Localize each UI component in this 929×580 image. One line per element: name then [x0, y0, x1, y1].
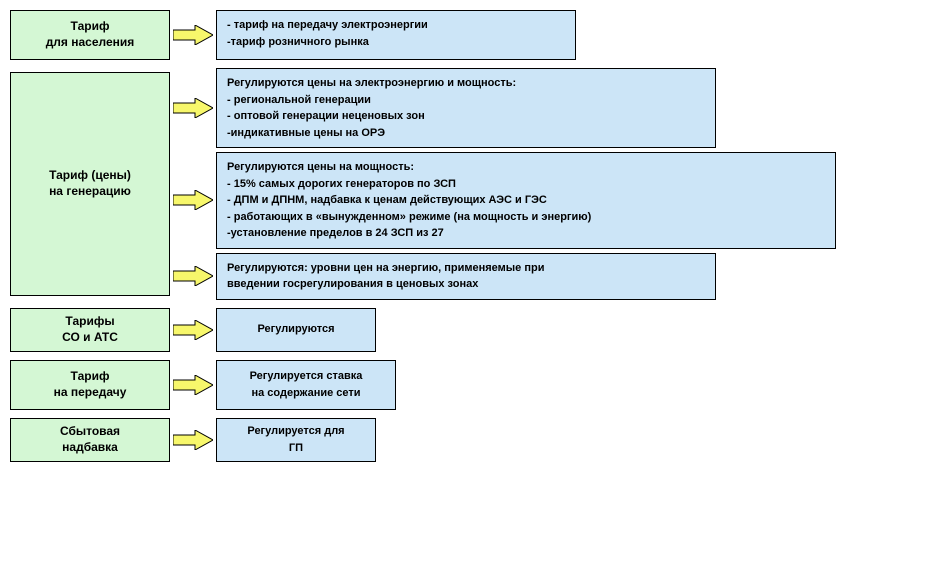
tariff-label-transmission: Тарифна передачу	[10, 360, 170, 410]
detail-box: Регулируются	[216, 308, 376, 352]
row-sales: Сбытоваянадбавка Регулируется дляГП	[10, 418, 919, 462]
detail-box-2: Регулируются: уровни цен на энергию, при…	[216, 253, 716, 300]
tariff-label-so_ats: ТарифыСО и АТС	[10, 308, 170, 352]
sub-row: Регулируются цены на мощность:- 15% самы…	[170, 152, 836, 249]
left-col: Сбытоваянадбавка	[10, 418, 170, 462]
left-col: Тарифдля населения	[10, 10, 170, 60]
sub-row: Регулируются цены на электроэнергию и мо…	[170, 68, 836, 148]
detail-box: Регулируется ставкана содержание сети	[216, 360, 396, 410]
detail-box-1: Регулируются цены на мощность:- 15% самы…	[216, 152, 836, 249]
row-so_ats: ТарифыСО и АТС Регулируются	[10, 308, 919, 352]
left-col: Тарифна передачу	[10, 360, 170, 410]
arrow-icon	[170, 360, 216, 410]
left-col: Тариф (цены)на генерацию	[10, 68, 170, 300]
right-col: Регулируется дляГП	[216, 418, 919, 462]
right-col: - тариф на передачу электроэнергии-тариф…	[216, 10, 919, 60]
tariff-label-sales: Сбытоваянадбавка	[10, 418, 170, 462]
left-col: ТарифыСО и АТС	[10, 308, 170, 352]
tariff-diagram: Тарифдля населения - тариф на передачу э…	[10, 10, 919, 462]
arrow-icon	[170, 266, 216, 286]
right-col: Регулируются	[216, 308, 919, 352]
sub-row: Регулируются: уровни цен на энергию, при…	[170, 253, 836, 300]
row-population: Тарифдля населения - тариф на передачу э…	[10, 10, 919, 60]
detail-box: - тариф на передачу электроэнергии-тариф…	[216, 10, 576, 60]
row-transmission: Тарифна передачу Регулируется ставкана с…	[10, 360, 919, 410]
tariff-label-generation: Тариф (цены)на генерацию	[10, 72, 170, 296]
tariff-label-population: Тарифдля населения	[10, 10, 170, 60]
arrow-icon	[170, 190, 216, 210]
right-col: Регулируется ставкана содержание сети	[216, 360, 919, 410]
row-generation: Тариф (цены)на генерацию Регулируются це…	[10, 68, 919, 300]
detail-box: Регулируется дляГП	[216, 418, 376, 462]
arrow-icon	[170, 418, 216, 462]
right-multi: Регулируются цены на электроэнергию и мо…	[170, 68, 836, 300]
detail-box-0: Регулируются цены на электроэнергию и мо…	[216, 68, 716, 148]
arrow-icon	[170, 98, 216, 118]
arrow-icon	[170, 10, 216, 60]
arrow-icon	[170, 308, 216, 352]
